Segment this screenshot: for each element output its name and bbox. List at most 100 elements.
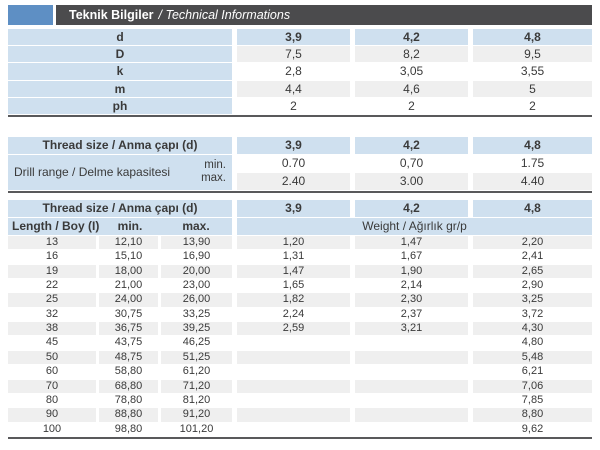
- title-text-bar: Teknik Bilgiler / Technical Informations: [56, 5, 592, 25]
- dim-value: 2: [355, 97, 468, 114]
- dim-row-label: m: [8, 80, 232, 97]
- dim-value: 4,6: [355, 80, 468, 97]
- weight-cell: [355, 379, 468, 393]
- weight-cell: 2,30: [355, 293, 468, 307]
- max-cell: 16,90: [182, 250, 211, 263]
- length-group: 38 36,75 39,25: [8, 322, 232, 336]
- weight-cell: 7,06: [473, 379, 592, 393]
- weight-cell: 2,37: [400, 307, 423, 320]
- length-cell: 70: [8, 379, 96, 393]
- dim-value: 7,5: [237, 46, 350, 63]
- min-cell: 24,00: [99, 293, 158, 307]
- length-cell: 50: [8, 350, 96, 365]
- col-header: 4,2: [355, 136, 468, 154]
- dim-row-label: ph: [8, 97, 232, 114]
- weight-cell: [355, 408, 468, 422]
- weight-cell: 2,59: [237, 322, 350, 336]
- max-cell: 13,90: [161, 235, 232, 250]
- spacer: [8, 193, 592, 200]
- weight-cell: 4,80: [521, 336, 544, 349]
- weight-cell: 2,65: [473, 264, 592, 279]
- weight-cell: 2,24: [282, 307, 305, 320]
- length-cell: 16: [45, 250, 59, 263]
- weight-cell: [237, 408, 350, 422]
- thread-size-header: Thread size / Anma çapı (d): [8, 136, 232, 154]
- drill-max-value: 2.40: [237, 172, 350, 190]
- length-cell: 19: [8, 264, 96, 279]
- table-row: 100 98,80 101,20 9,62: [8, 423, 592, 436]
- max-cell: 46,25: [182, 336, 211, 349]
- dim-value: 4,8: [473, 29, 592, 46]
- weight-cell: 7,85: [521, 393, 544, 406]
- drill-range-table: Thread size / Anma çapı (d) 3,9 4,2 4,8 …: [8, 136, 592, 190]
- length-cell: 32: [45, 307, 59, 320]
- weight-cell: 2,90: [521, 279, 544, 292]
- weight-cell: 8,80: [473, 408, 592, 422]
- drill-range-label: Drill range / Delme kapasitesi: [14, 165, 171, 180]
- weight-cell: 1,82: [237, 293, 350, 307]
- length-cell: 100: [42, 422, 62, 435]
- min-cell: 43,75: [114, 336, 143, 349]
- max-label: max.: [182, 218, 210, 233]
- length-cell: 45: [45, 336, 59, 349]
- table-row: d 3,9 4,2 4,8: [8, 29, 592, 46]
- dim-value: 8,2: [355, 46, 468, 63]
- max-cell: 91,20: [161, 408, 232, 422]
- length-cell: 90: [8, 408, 96, 422]
- dim-value: 2,8: [237, 63, 350, 80]
- dim-value: 3,55: [473, 63, 592, 80]
- max-cell: 51,25: [161, 350, 232, 365]
- weight-cell: [355, 423, 468, 436]
- max-cell: 81,20: [182, 393, 211, 406]
- table-row: ph 2 2 2: [8, 97, 592, 114]
- table-row: 50 48,75 51,25 5,48: [8, 350, 592, 365]
- min-cell: 36,75: [99, 322, 158, 336]
- max-cell: 33,25: [182, 307, 211, 320]
- min-label: min.: [117, 218, 143, 233]
- table-row: 45 43,75 46,25 4,80: [8, 336, 592, 349]
- drill-min-value: 0.70: [237, 154, 350, 172]
- dim-value: 2: [237, 97, 350, 114]
- length-cell: 25: [8, 293, 96, 307]
- weight-cell: 9,62: [521, 422, 544, 435]
- table-row: k 2,8 3,05 3,55: [8, 63, 592, 80]
- dim-value: 3,9: [237, 29, 350, 46]
- table-row: 16 15,10 16,90 1,31 1,67 2,41: [8, 250, 592, 263]
- weight-cell: 1,47: [237, 264, 350, 279]
- dim-row-label: d: [8, 29, 232, 46]
- max-cell: 61,20: [182, 365, 211, 378]
- dim-value: 4,4: [237, 80, 350, 97]
- table-row: 90 88,80 91,20 8,80: [8, 408, 592, 422]
- divider: [8, 190, 592, 193]
- content: Teknik Bilgiler / Technical Informations…: [8, 5, 592, 439]
- length-weight-table: Thread size / Anma çapı (d) 3,9 4,2 4,8 …: [8, 199, 592, 436]
- length-group: 90 88,80 91,20: [8, 408, 232, 422]
- table-row: 60 58,80 61,20 6,21: [8, 365, 592, 378]
- page-title: Teknik Bilgiler: [69, 8, 154, 22]
- table-row: 13 12,10 13,90 1,20 1,47 2,20: [8, 235, 592, 250]
- dimensions-table: d 3,9 4,2 4,8 D 7,5 8,2 9,5 k 2,8 3,05 3…: [8, 29, 592, 114]
- dim-row-label: D: [8, 46, 232, 63]
- col-header: 4,8: [473, 136, 592, 154]
- drill-min-value: 0,70: [355, 154, 468, 172]
- weight-cell: [237, 336, 350, 349]
- min-cell: 12,10: [99, 235, 158, 250]
- dim-value: 9,5: [473, 46, 592, 63]
- weight-cell: 1,47: [355, 235, 468, 250]
- max-cell: 71,20: [161, 379, 232, 393]
- divider: [8, 114, 592, 117]
- weight-cell: 1,31: [282, 250, 305, 263]
- table-row: 70 68,80 71,20 7,06: [8, 379, 592, 393]
- table-row: 38 36,75 39,25 2,59 3,21 4,30: [8, 322, 592, 336]
- col-header: 4,2: [355, 199, 468, 217]
- min-cell: 88,80: [99, 408, 158, 422]
- spacer: [8, 117, 592, 137]
- max-cell: 23,00: [182, 279, 211, 292]
- length-cell: 22: [45, 279, 59, 292]
- max-cell: 26,00: [161, 293, 232, 307]
- drill-max-value: 3.00: [355, 172, 468, 190]
- table-row: 0.70 0,70 1.75: [237, 154, 592, 172]
- weight-cell: [237, 365, 350, 378]
- dim-value: 4,2: [355, 29, 468, 46]
